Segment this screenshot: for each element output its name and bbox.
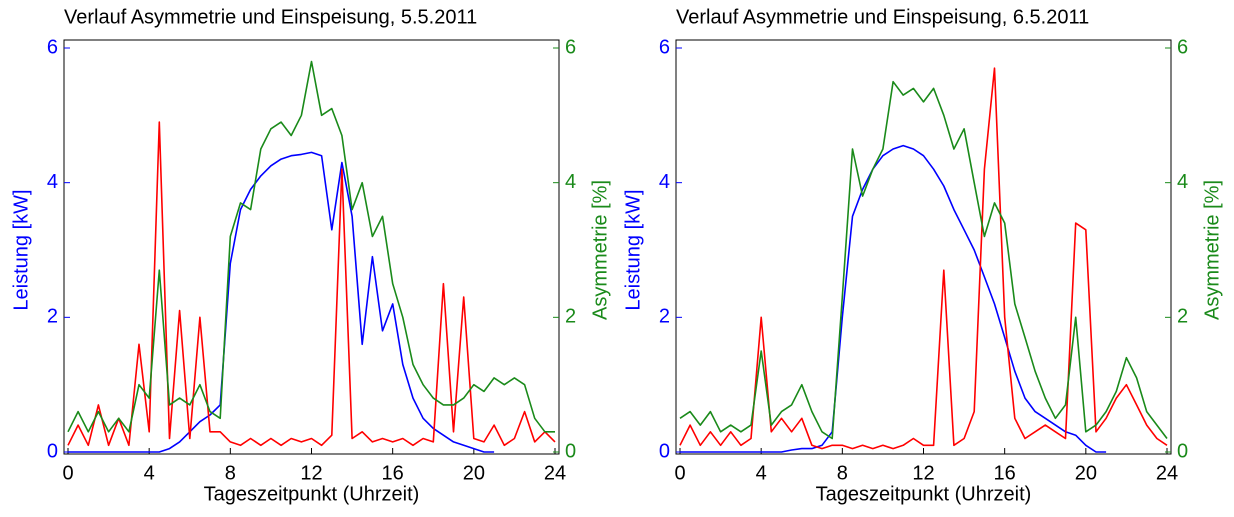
- y2-axis-label: Asymmetrie [%]: [589, 180, 611, 320]
- y-tick-label: 4: [659, 171, 670, 193]
- data-line: [67, 60, 555, 433]
- y2-tick-label: 4: [1177, 171, 1188, 193]
- data-line: [679, 80, 1168, 440]
- x-tick-label: 16: [994, 462, 1016, 484]
- y-axis-label: Leistung [kW]: [10, 189, 32, 310]
- data-line: [679, 67, 1168, 450]
- y-tick-label: 2: [47, 306, 58, 328]
- chart-title: Verlauf Asymmetrie und Einspeisung, 6.5.…: [676, 6, 1089, 28]
- y2-tick-label: 2: [565, 306, 576, 328]
- y-tick-label: 6: [659, 36, 670, 58]
- x-tick-label: 12: [912, 462, 934, 484]
- data-line: [68, 151, 495, 453]
- x-tick-label: 24: [1156, 462, 1178, 484]
- y2-tick-label: 4: [565, 171, 576, 193]
- x-axis-label: Tageszeitpunkt (Uhrzeit): [204, 483, 420, 505]
- y2-axis-label: Asymmetrie [%]: [1201, 180, 1223, 320]
- y2-tick-label: 2: [1177, 306, 1188, 328]
- x-tick-label: 20: [463, 462, 485, 484]
- y-tick-label: 2: [659, 306, 670, 328]
- x-tick-label: 16: [382, 462, 404, 484]
- x-tick-label: 8: [225, 462, 236, 484]
- y2-tick-label: 6: [565, 36, 576, 58]
- x-tick-label: 12: [300, 462, 322, 484]
- data-line: [680, 144, 1107, 453]
- y-tick-label: 6: [47, 36, 58, 58]
- x-axis-label: Tageszeitpunkt (Uhrzeit): [816, 483, 1032, 505]
- x-tick-label: 4: [144, 462, 155, 484]
- y2-tick-label: 6: [1177, 36, 1188, 58]
- x-tick-label: 8: [837, 462, 848, 484]
- x-tick-label: 0: [62, 462, 73, 484]
- y-axis-label: Leistung [kW]: [622, 189, 644, 310]
- x-tick-label: 24: [544, 462, 566, 484]
- y-tick-label: 0: [659, 440, 670, 462]
- y-tick-label: 4: [47, 171, 58, 193]
- data-line: [67, 121, 556, 447]
- x-tick-label: 0: [674, 462, 685, 484]
- y-tick-label: 0: [47, 440, 58, 462]
- x-tick-label: 20: [1075, 462, 1097, 484]
- chart-title: Verlauf Asymmetrie und Einspeisung, 5.5.…: [64, 6, 477, 28]
- y2-tick-label: 0: [565, 440, 576, 462]
- y2-tick-label: 0: [1177, 440, 1188, 462]
- x-tick-label: 4: [756, 462, 767, 484]
